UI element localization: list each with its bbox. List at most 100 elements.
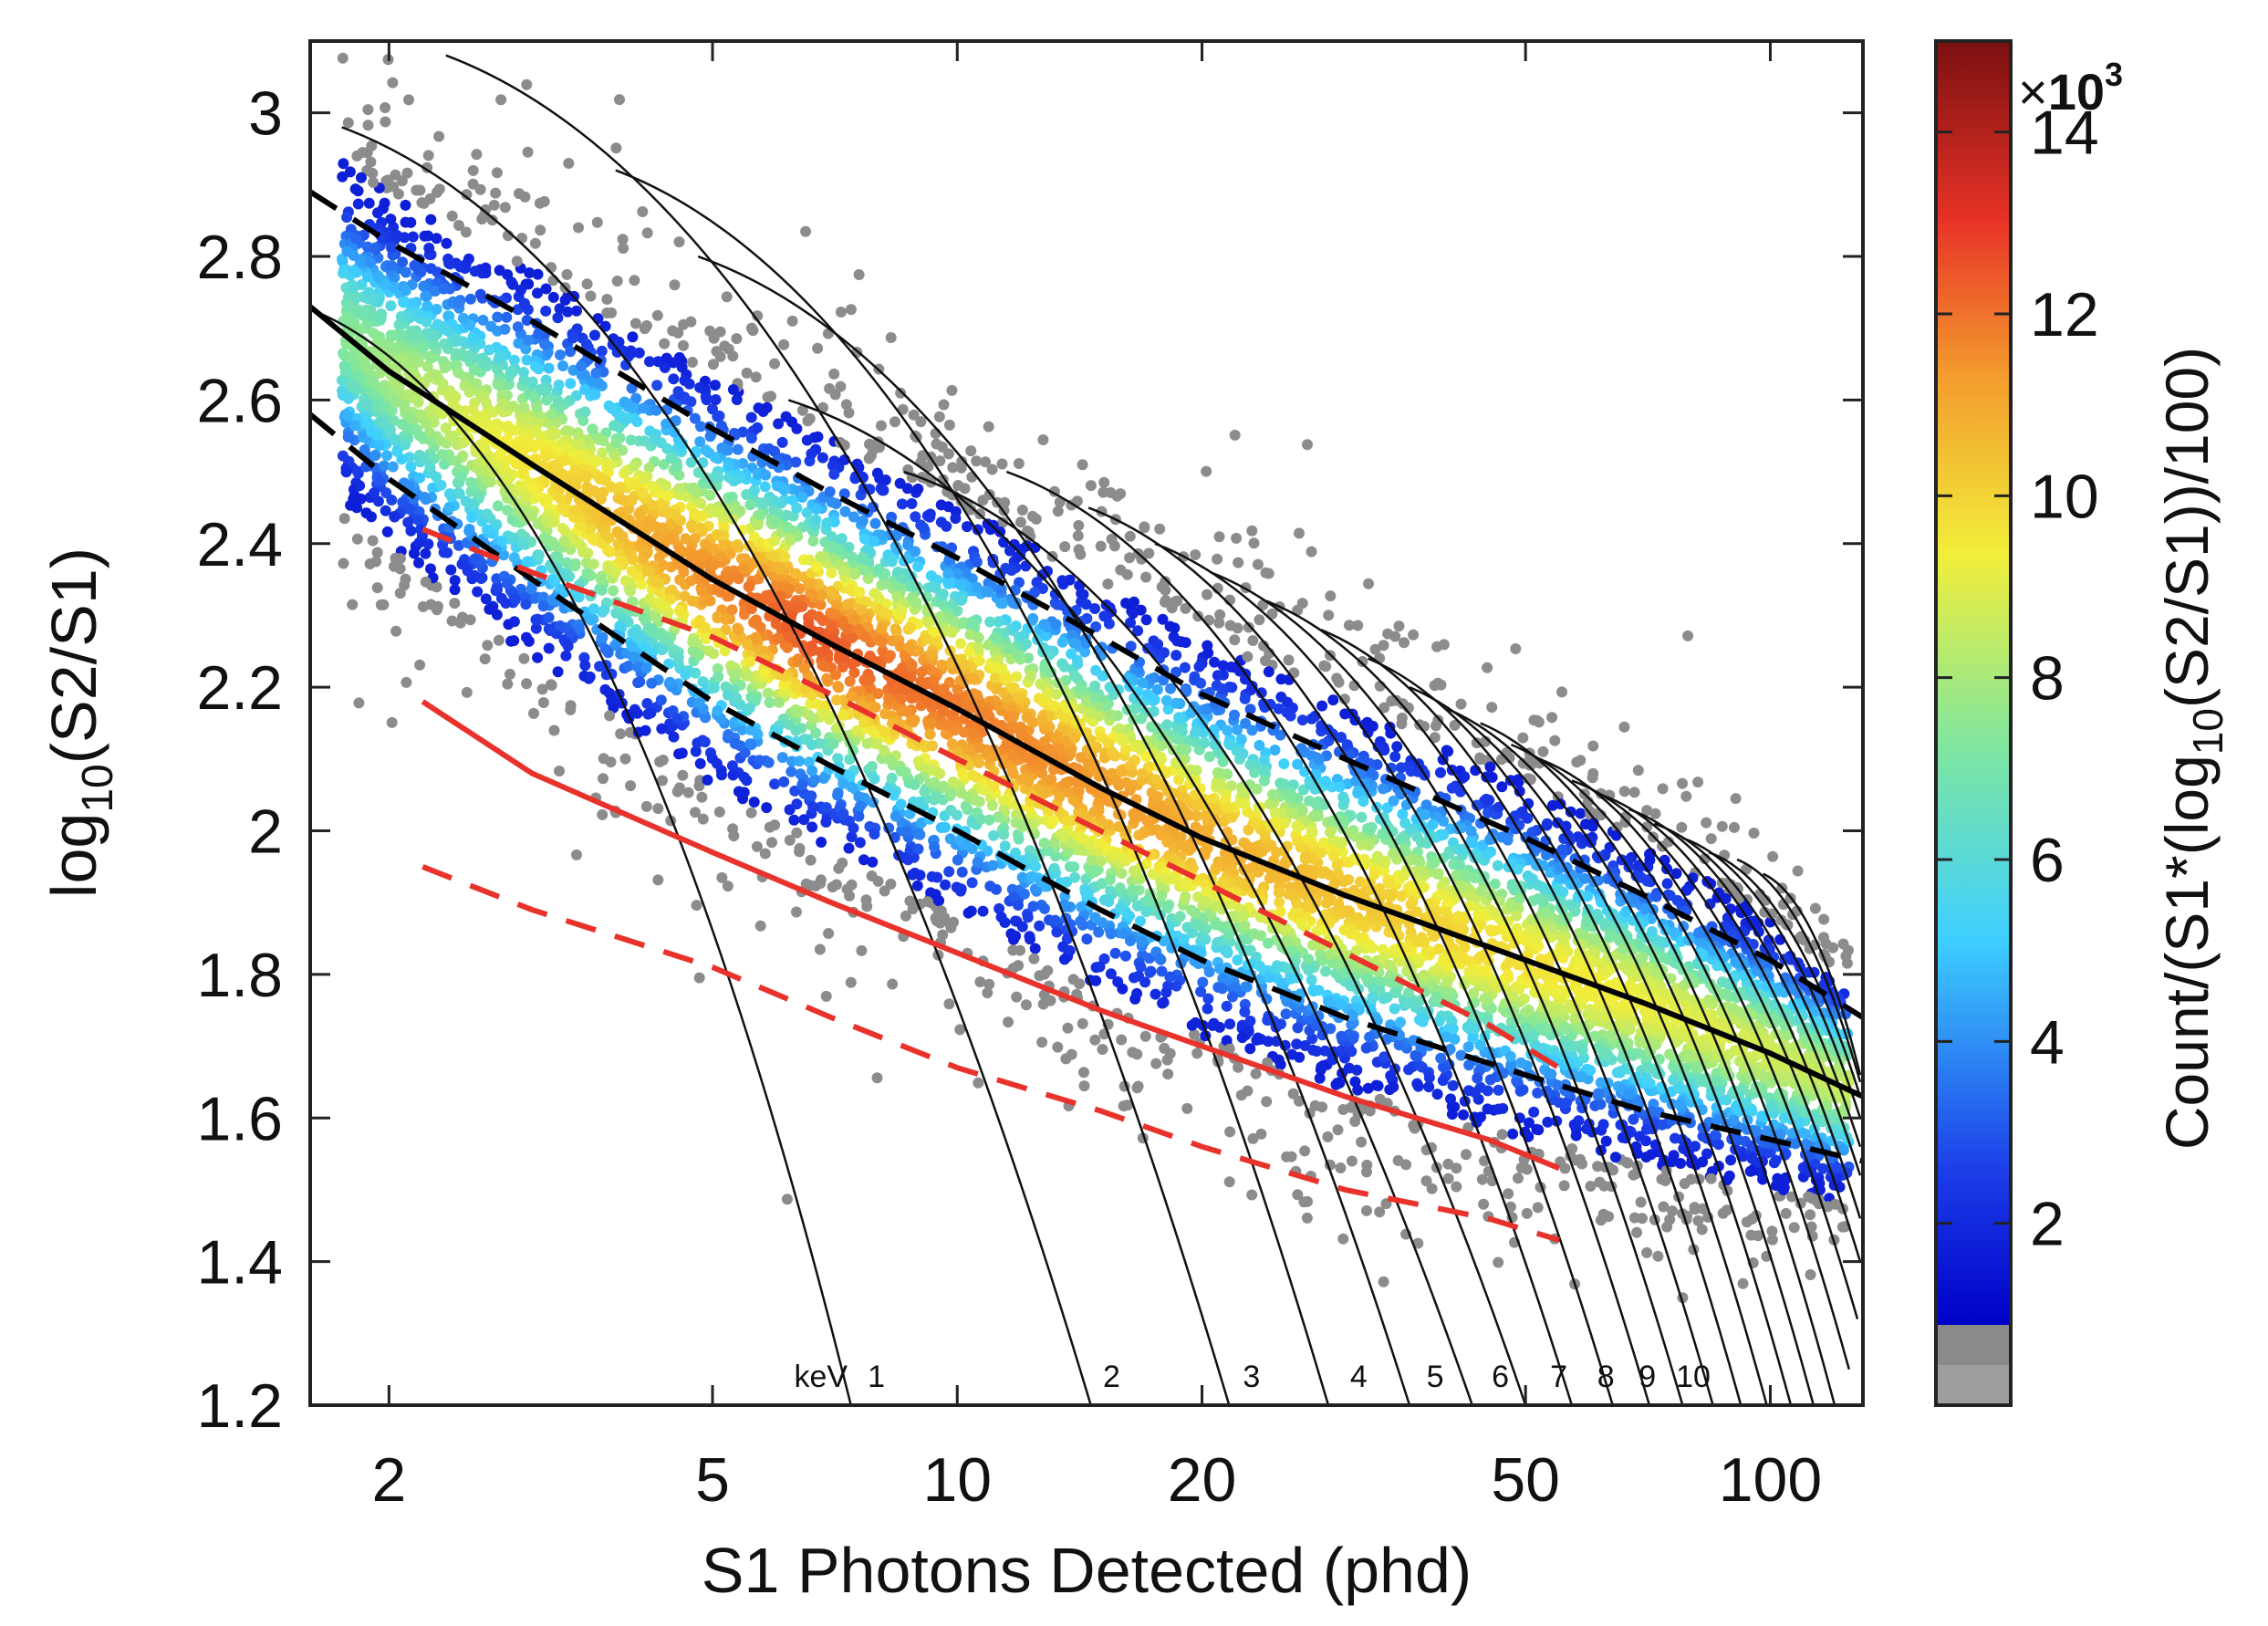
density-point <box>700 391 712 402</box>
density-point <box>992 700 1004 712</box>
density-point <box>352 198 364 210</box>
density-point <box>508 354 520 366</box>
density-point <box>1389 1003 1400 1015</box>
density-point <box>449 598 461 610</box>
density-point <box>812 342 824 354</box>
density-point <box>1426 1183 1438 1194</box>
density-point <box>1089 1034 1101 1046</box>
density-point <box>999 496 1011 508</box>
density-point <box>980 456 992 468</box>
density-point <box>773 418 785 430</box>
density-point <box>1730 793 1742 805</box>
density-point <box>1059 541 1071 553</box>
density-point <box>1294 527 1305 539</box>
density-point <box>729 738 741 750</box>
density-point <box>897 662 909 673</box>
density-point <box>828 368 840 380</box>
density-point <box>1178 791 1190 803</box>
density-point <box>579 660 591 672</box>
density-point <box>712 662 723 674</box>
density-point <box>1575 755 1587 766</box>
density-point <box>594 661 606 672</box>
density-point <box>911 880 923 891</box>
density-point <box>846 831 858 843</box>
density-point <box>495 94 507 106</box>
density-point <box>1162 1068 1174 1080</box>
density-point <box>1482 662 1493 673</box>
density-point <box>895 387 907 399</box>
density-point <box>1036 767 1048 779</box>
density-point <box>1129 703 1141 714</box>
density-point <box>553 379 565 391</box>
density-point <box>726 491 738 503</box>
density-point <box>618 243 629 255</box>
density-point <box>1170 697 1181 709</box>
density-point <box>1135 961 1147 973</box>
density-point <box>1229 634 1241 646</box>
density-point <box>1332 1124 1344 1136</box>
density-point <box>535 224 546 236</box>
density-point <box>1486 702 1498 714</box>
density-point <box>464 293 476 305</box>
density-point <box>1199 737 1211 748</box>
density-point <box>1411 1051 1423 1063</box>
density-point <box>714 326 726 338</box>
density-point <box>1299 1040 1311 1051</box>
density-point <box>1301 900 1313 912</box>
density-point <box>1505 1016 1517 1027</box>
density-point <box>491 609 503 620</box>
density-point <box>695 497 707 509</box>
density-point <box>337 375 349 387</box>
density-point <box>482 640 494 651</box>
density-point <box>344 166 356 178</box>
density-point <box>738 771 750 783</box>
density-point <box>1154 523 1166 535</box>
density-point <box>789 785 801 797</box>
density-point <box>492 500 504 512</box>
density-point <box>721 291 733 303</box>
density-point <box>1232 724 1243 735</box>
density-point <box>696 791 708 803</box>
density-point <box>1063 846 1074 858</box>
density-point <box>872 688 884 700</box>
density-point <box>965 445 977 457</box>
density-point <box>543 362 555 374</box>
density-point <box>418 280 430 292</box>
density-point <box>1356 1136 1368 1148</box>
density-point <box>1307 939 1319 951</box>
density-point <box>1203 966 1215 978</box>
density-point <box>704 325 716 337</box>
density-point <box>803 618 815 630</box>
density-point <box>412 515 424 526</box>
density-point <box>530 622 542 634</box>
density-point <box>1247 887 1259 899</box>
density-point <box>737 426 749 438</box>
density-point <box>804 756 815 768</box>
density-point <box>1014 516 1026 528</box>
density-point <box>933 895 945 907</box>
density-point <box>1354 876 1366 888</box>
density-point <box>1174 911 1186 922</box>
density-point <box>1157 613 1169 625</box>
density-point <box>1209 656 1221 668</box>
density-point <box>1250 1068 1262 1079</box>
density-point <box>1680 790 1692 802</box>
density-point <box>1431 720 1441 732</box>
density-point <box>596 345 608 357</box>
density-point <box>1389 751 1401 763</box>
density-point <box>1546 712 1558 724</box>
density-point <box>1818 913 1830 925</box>
density-point <box>1330 967 1342 979</box>
density-point <box>619 753 631 765</box>
density-point <box>413 506 425 517</box>
density-point <box>1082 888 1094 900</box>
density-point <box>912 560 924 572</box>
density-point <box>1011 991 1023 1003</box>
density-point <box>1393 620 1405 632</box>
density-point <box>1170 596 1181 608</box>
density-point <box>380 505 391 516</box>
density-point <box>1729 821 1740 833</box>
density-point <box>1081 933 1093 945</box>
density-point <box>1291 1038 1303 1050</box>
density-point <box>446 615 458 627</box>
